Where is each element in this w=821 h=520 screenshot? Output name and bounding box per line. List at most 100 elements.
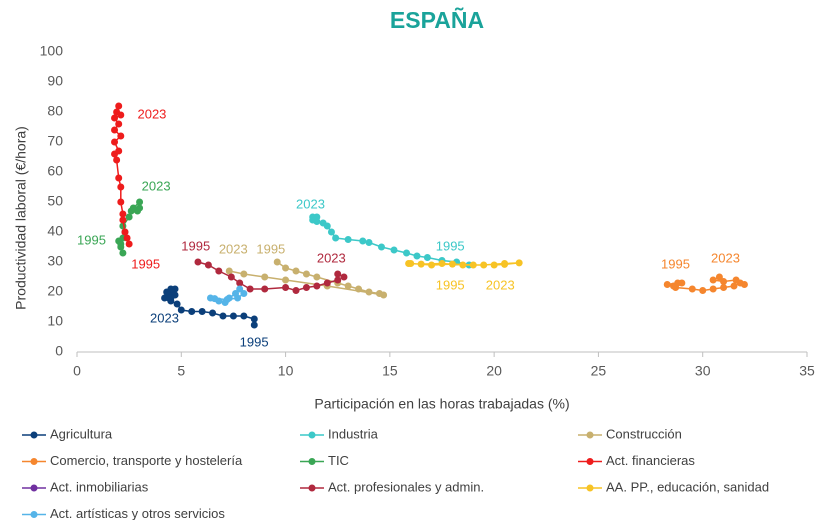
point <box>173 300 181 308</box>
y-tick-label: 0 <box>55 343 63 359</box>
point <box>688 285 696 293</box>
point <box>490 261 498 269</box>
x-tick-label: 5 <box>177 363 185 379</box>
point <box>720 278 728 285</box>
point <box>261 273 269 281</box>
y-axis-label: Productividad laboral (€/hora) <box>13 126 29 310</box>
y-tick-label: 100 <box>40 43 64 59</box>
point <box>334 276 342 284</box>
point <box>501 260 509 268</box>
x-tick-label: 25 <box>591 363 607 379</box>
point <box>334 270 342 278</box>
point <box>380 291 388 299</box>
point <box>359 237 367 245</box>
point <box>428 261 436 269</box>
point <box>344 282 352 290</box>
point <box>117 132 125 140</box>
annotation: 2023 <box>150 310 179 325</box>
point <box>125 240 133 248</box>
legend-marker <box>30 431 38 439</box>
point <box>365 239 373 246</box>
legend-marker <box>30 511 38 518</box>
point <box>198 308 206 315</box>
legend-label: Act. inmobiliarias <box>50 479 149 494</box>
point <box>282 264 290 272</box>
point <box>261 285 269 293</box>
series-line <box>229 261 384 296</box>
chart-title: ESPAÑA <box>390 6 484 33</box>
point <box>340 273 348 281</box>
legend-marker <box>30 484 38 492</box>
legend-marker <box>308 458 316 465</box>
x-tick-label: 20 <box>486 363 502 379</box>
point <box>273 258 281 266</box>
point <box>250 315 258 323</box>
point <box>515 259 523 267</box>
point <box>413 252 421 260</box>
x-tick-label: 0 <box>73 363 81 379</box>
annotation: 2023 <box>296 196 325 211</box>
point <box>115 102 123 110</box>
annotation: 1995 <box>131 256 160 271</box>
legend-marker <box>586 458 594 465</box>
point <box>282 276 290 284</box>
y-tick-label: 60 <box>47 163 63 179</box>
point <box>123 234 131 242</box>
annotation: 1995 <box>436 238 465 253</box>
point <box>378 243 386 251</box>
point <box>113 108 121 116</box>
legend-marker <box>586 431 594 439</box>
legend-label: Industria <box>328 426 379 441</box>
point <box>732 276 740 284</box>
point <box>115 147 123 155</box>
point <box>309 213 317 221</box>
point <box>209 309 217 317</box>
point <box>423 254 431 261</box>
point <box>730 282 738 290</box>
point <box>121 228 129 236</box>
point <box>240 270 248 278</box>
legend-marker <box>30 458 38 465</box>
point <box>405 260 413 267</box>
point <box>448 260 456 268</box>
point <box>403 249 411 257</box>
legend-marker <box>586 484 594 492</box>
legend-label: AA. PP., educación, sanidad <box>606 479 769 494</box>
point <box>111 114 119 122</box>
point <box>136 204 144 212</box>
series-line <box>197 261 345 292</box>
point <box>344 236 352 243</box>
point <box>282 284 290 291</box>
point <box>292 267 300 275</box>
point <box>223 296 231 303</box>
point <box>111 138 119 146</box>
point <box>302 270 310 278</box>
legend-label: Construcción <box>606 426 682 441</box>
annotation: 1995 <box>436 277 465 292</box>
point <box>292 287 300 294</box>
point <box>194 258 202 266</box>
point <box>480 261 488 269</box>
annotation: 1995 <box>77 232 106 247</box>
annotation: 2023 <box>142 178 171 193</box>
annotation: 2023 <box>486 277 515 292</box>
point <box>136 198 144 206</box>
point <box>365 288 373 296</box>
y-tick-label: 90 <box>47 73 63 89</box>
legend-label: Comercio, transporte y hostelería <box>50 453 243 468</box>
annotation: 2023 <box>711 250 740 265</box>
point <box>236 285 244 293</box>
point <box>234 294 242 302</box>
point <box>469 261 477 269</box>
point <box>165 294 173 302</box>
point <box>740 281 748 288</box>
legend-marker <box>308 484 316 492</box>
y-tick-label: 10 <box>47 313 63 329</box>
annotation: 1995 <box>240 334 269 349</box>
point <box>250 321 258 329</box>
y-tick-label: 80 <box>47 103 63 119</box>
point <box>177 306 185 314</box>
point <box>327 228 335 236</box>
legend-label: Act. financieras <box>606 453 695 468</box>
